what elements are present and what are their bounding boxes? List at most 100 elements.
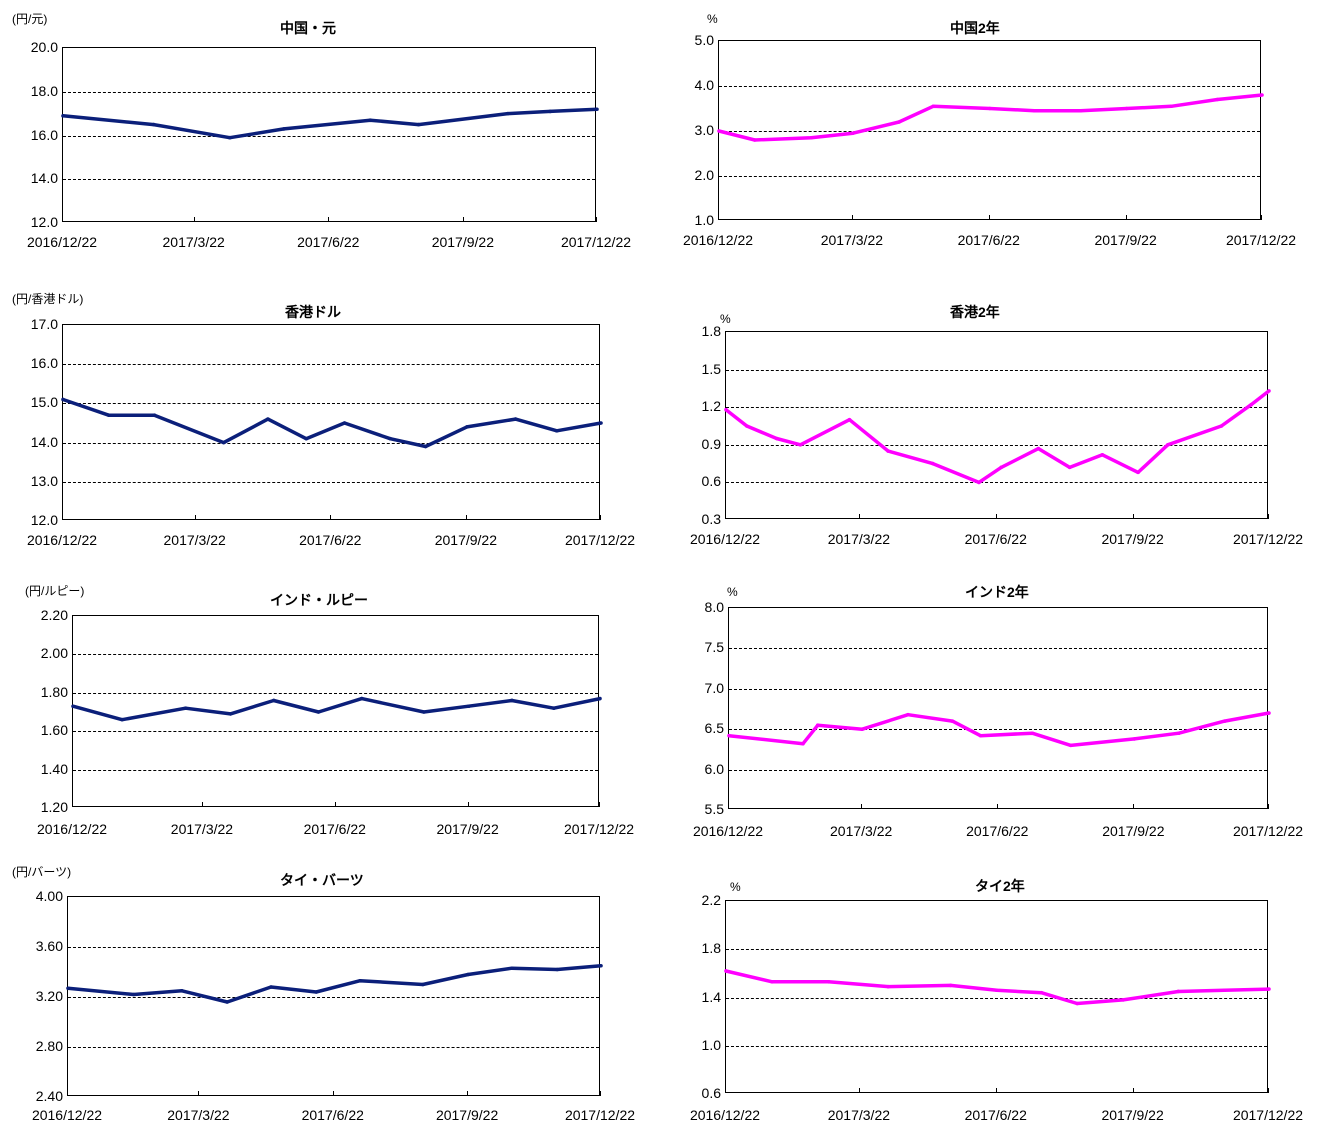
y-tick-label: 1.5 [701,360,721,377]
data-point [359,696,364,701]
data-point [931,104,936,109]
x-tick [858,514,860,519]
y-tick-label: 16.0 [30,355,58,372]
x-tick [193,217,195,222]
x-tick-label: 2016/12/22 [682,232,754,248]
x-tick [718,215,719,220]
data-point [225,1000,229,1004]
data-point [1136,470,1140,475]
x-tick [995,514,997,519]
x-tick [194,515,196,520]
data-point [801,741,805,746]
x-tick-label: 2016/12/22 [689,1107,761,1123]
axis-unit-label: (円/香港ドル) [12,292,84,306]
x-tick [997,804,999,809]
gridline [63,91,595,93]
data-point [860,727,864,731]
y-tick-label: 5.0 [694,32,714,48]
gridline [63,403,599,405]
data-point [269,985,273,989]
x-tick-label: 2017/3/22 [170,821,234,837]
series-svg [727,711,1271,748]
y-tick-label: 20.0 [30,39,58,55]
x-tick-label: 2017/9/22 [1101,531,1164,547]
data-point [717,129,721,133]
chart-title: インド2年 [965,584,1029,600]
plot-area [61,324,603,520]
y-tick-label: 1.80 [40,683,68,700]
gridline [68,1047,599,1048]
data-point [897,120,901,124]
x-tick [62,217,63,222]
data-point [1124,106,1129,111]
axis-unit-label: % [730,880,741,894]
x-tick [1268,1088,1269,1093]
data-point [745,424,749,428]
data-point [724,969,728,973]
series-line [724,389,1271,485]
gridline [726,482,1267,484]
data-point [1267,389,1271,393]
data-point [314,990,319,994]
x-tick-label: 2017/12/22 [1225,232,1297,248]
gridline [63,179,595,181]
data-point [1075,1001,1079,1006]
x-tick [1132,1088,1134,1093]
data-point [1032,108,1037,113]
data-point [388,436,393,441]
y-tick-label: 1.0 [701,1036,721,1053]
series-line [728,711,1270,748]
data-point [1068,743,1073,748]
x-tick-label: 2017/3/22 [167,1107,230,1123]
y-tick-label: 7.0 [704,679,724,696]
y-tick-label: 8.0 [704,599,724,615]
data-point [886,449,890,453]
plot-area [66,896,603,1096]
x-tick-label: 2017/9/22 [435,1107,499,1123]
x-tick-label: 2017/12/22 [560,234,632,250]
chart-title: 香港ドル [285,304,341,320]
gridline [726,369,1267,371]
x-tick [334,802,336,807]
y-tick-label: 2.20 [40,607,68,623]
gridline [719,131,1260,132]
axis-unit-label: (円/元) [12,12,48,26]
y-tick-label: 16.0 [30,126,58,143]
data-point [851,131,855,136]
chart-title: 香港2年 [950,304,1000,320]
x-tick-label: 2016/12/22 [31,1107,103,1123]
x-tick [599,802,600,807]
y-tick-label: 2.40 [35,1088,63,1104]
y-tick-label: 1.4 [701,988,721,1005]
data-point [271,698,276,703]
data-point [770,980,774,984]
data-point [1078,108,1083,113]
data-point [886,984,890,989]
plot-area [61,47,599,222]
x-tick-label: 2017/6/22 [957,232,1020,248]
y-tick-label: 3.0 [694,122,714,138]
plot-area [727,607,1271,809]
y-tick-label: 17.0 [30,316,58,332]
data-point [727,733,731,738]
gridline [729,729,1267,731]
data-point [422,710,426,714]
data-point [551,706,556,710]
data-point [599,421,603,425]
data-point [809,135,814,140]
data-point [227,135,232,140]
data-point [1169,104,1174,109]
data-point [1249,402,1253,407]
gridline [719,176,1260,177]
data-point [120,717,124,722]
x-tick-label: 2016/12/22 [26,532,98,548]
x-tick [462,217,464,222]
x-tick [995,1088,997,1093]
data-point [1260,93,1264,97]
data-point [266,417,270,421]
data-point [1100,453,1105,457]
data-point [513,417,518,421]
x-tick [62,515,63,520]
gridline [726,997,1267,999]
chart-title: インド・ルピー [270,592,368,608]
